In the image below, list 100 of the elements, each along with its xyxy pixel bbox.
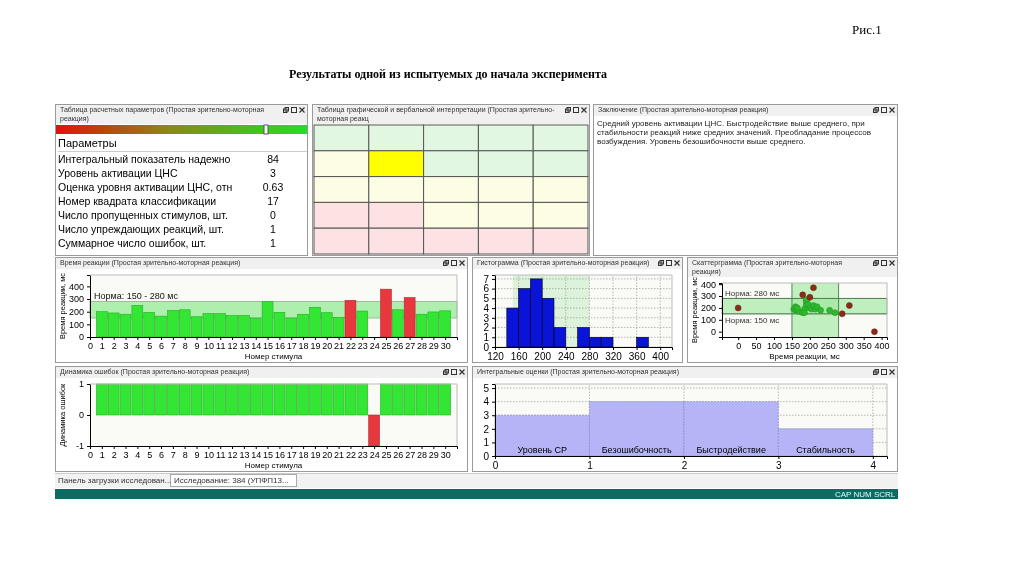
y-tick-label: 200	[68, 306, 84, 317]
x-tick-label: 1	[99, 340, 105, 351]
y-tick-label: 200	[700, 303, 716, 314]
x-tick-label: 9	[194, 449, 200, 460]
x-tick-label: 100	[767, 341, 783, 352]
x-tick-label: 15	[263, 449, 274, 460]
annotation: Безошибочность	[601, 444, 672, 455]
x-tick-label: 320	[605, 350, 623, 362]
text: 17	[266, 194, 280, 208]
x-tick-label: 17	[286, 449, 297, 460]
annotation: Уровень СР	[517, 444, 568, 455]
x-tick-label: 1	[587, 459, 594, 471]
x-tick-label: 0	[87, 340, 94, 351]
x-tick-label: 27	[405, 449, 416, 460]
x-tick-label: 19	[310, 449, 321, 460]
text: Число упреждающих реакций, шт.	[58, 222, 225, 236]
text: Исследование: 384 (УПФП13...	[174, 476, 289, 485]
x-tick-label: 400	[652, 350, 670, 362]
x-tick-label: 2	[681, 459, 688, 471]
x-tick-label: 280	[581, 350, 599, 362]
ref-line-label: Норма: 150 мс	[725, 315, 780, 325]
text: 1	[269, 222, 277, 236]
text: Номер квадрата классификации	[58, 194, 218, 208]
x-tick-label: 23	[357, 340, 368, 351]
x-tick-label: 360	[628, 350, 646, 362]
x-tick-label: 2	[111, 340, 117, 351]
text: Уровень активации ЦНС	[58, 166, 179, 180]
y-tick-label: -1	[75, 440, 84, 451]
y-tick-label: 300	[700, 291, 716, 302]
y-tick-label: 0	[78, 331, 84, 342]
x-tick-label: 24	[369, 449, 380, 460]
band-label: Норма: 150 - 280 мс	[94, 290, 179, 301]
x-tick-label: 11	[216, 340, 226, 351]
x-tick-label: 9	[194, 340, 200, 351]
y-tick-label: 2	[483, 423, 490, 435]
x-tick-label: 240	[557, 350, 576, 362]
x-tick-label: 200	[802, 341, 818, 352]
y-tick-label: 6	[483, 282, 490, 294]
x-tick-label: 1	[99, 449, 105, 460]
x-tick-label: 23	[357, 449, 368, 460]
x-axis-title: Номер стимула	[244, 351, 303, 361]
x-tick-label: 20	[322, 340, 333, 351]
x-tick-label: 3	[123, 449, 129, 460]
y-tick-label: 300	[68, 293, 84, 304]
x-tick-label: 27	[405, 340, 416, 351]
x-tick-label: 17	[286, 340, 297, 351]
y-tick-label: 1	[483, 436, 490, 448]
text: CAP NUM SCRL	[835, 490, 896, 499]
x-tick-label: 8	[182, 449, 188, 460]
y-tick-label: 3	[483, 409, 490, 421]
x-axis-title: Номер стимула	[244, 460, 303, 470]
x-tick-label: 350	[856, 341, 872, 352]
x-tick-label: 7	[170, 449, 176, 460]
x-tick-label: 14	[251, 449, 262, 460]
y-tick-label: 2	[483, 321, 490, 333]
x-tick-label: 15	[263, 340, 274, 351]
annotation: Быстродействие	[696, 444, 766, 455]
x-tick-label: 12	[227, 449, 238, 460]
x-tick-label: 3	[776, 459, 783, 471]
x-tick-label: 30	[440, 449, 451, 460]
x-tick-label: 7	[170, 340, 176, 351]
x-tick-label: 16	[274, 340, 285, 351]
x-tick-label: 160	[510, 350, 528, 362]
x-tick-label: 10	[203, 449, 214, 460]
text: 0	[269, 208, 277, 222]
text: 0.63	[261, 180, 285, 194]
x-tick-label: 21	[334, 340, 345, 351]
x-tick-label: 6	[159, 449, 165, 460]
x-tick-label: 120	[487, 350, 505, 362]
text: Рис.1	[852, 22, 882, 38]
x-tick-label: 22	[345, 340, 356, 351]
text: 1	[269, 236, 277, 250]
x-tick-label: 28	[416, 449, 427, 460]
x-tick-label: 26	[393, 340, 404, 351]
text: Результаты одной из испытуемых до начала эксперимента	[288, 67, 608, 82]
x-tick-label: 2	[111, 449, 117, 460]
x-tick-label: 29	[428, 449, 439, 460]
x-tick-label: 0	[492, 459, 499, 471]
y-tick-label: 400	[700, 279, 716, 290]
x-tick-label: 4	[135, 449, 141, 460]
y-tick-label: 0	[78, 409, 84, 420]
ref-line-label: Норма: 280 мс	[725, 289, 780, 299]
y-tick-label: 100	[68, 319, 84, 330]
x-tick-label: 29	[428, 340, 439, 351]
x-tick-label: 5	[147, 340, 153, 351]
x-tick-label: 28	[416, 340, 427, 351]
x-tick-label: 25	[381, 340, 392, 351]
text: Панель загрузки исследован...	[58, 476, 172, 485]
x-tick-label: 13	[239, 449, 250, 460]
y-tick-label: 400	[68, 281, 84, 292]
text: 3	[269, 166, 277, 180]
x-tick-label: 14	[251, 340, 262, 351]
x-tick-label: 10	[203, 340, 214, 351]
y-tick-label: 100	[700, 315, 716, 326]
x-tick-label: 50	[751, 341, 762, 352]
x-tick-label: 300	[838, 341, 854, 352]
x-tick-label: 20	[322, 449, 333, 460]
text: Интегральный показатель надежно	[58, 152, 232, 166]
x-tick-label: 19	[310, 340, 321, 351]
x-tick-label: 26	[393, 449, 404, 460]
